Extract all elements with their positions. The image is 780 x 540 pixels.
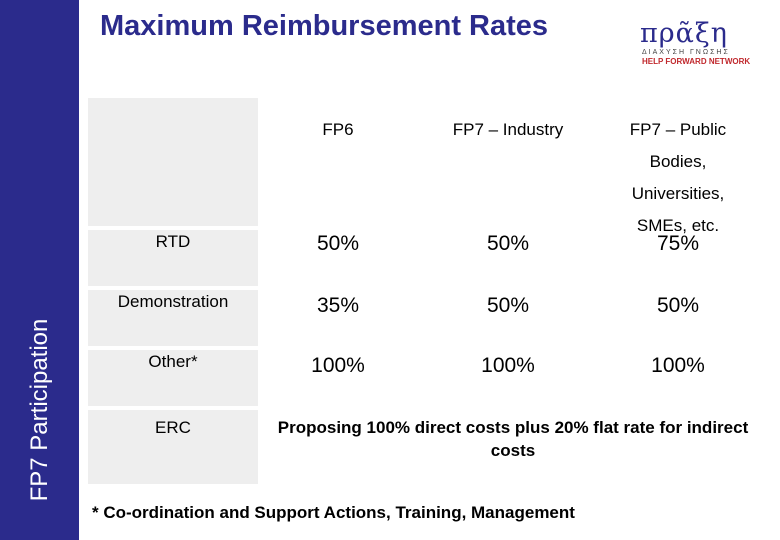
sidebar-bar: FP7 Participation <box>0 0 79 540</box>
other-fp7-industry-value: 100% <box>481 354 535 377</box>
row-label-bg-other <box>88 350 258 406</box>
row-label-bg-demonstration <box>88 290 258 346</box>
demonstration-fp6-value: 35% <box>316 294 360 317</box>
page-title: Maximum Reimbursement Rates <box>100 10 549 42</box>
row-label-other: Other* <box>148 352 198 371</box>
logo-tagline: HELP FORWARD NETWORK <box>642 57 751 66</box>
row-label-bg-erc <box>88 410 258 484</box>
column-header-fp6: FP6 <box>322 120 354 139</box>
row-label-demonstration: Demonstration <box>117 292 229 311</box>
rates-table: FP6 FP7 – Industry FP7 – Public Bodies, … <box>88 98 768 484</box>
rtd-fp6-value: 50% <box>316 232 360 255</box>
row-label-bg-rtd <box>88 230 258 286</box>
table-header-corner <box>88 98 258 226</box>
demonstration-fp7-industry-value: 50% <box>486 294 530 317</box>
footnote: * Co-ordination and Support Actions, Tra… <box>92 503 575 522</box>
sidebar-label: FP7 Participation <box>26 318 53 502</box>
other-fp7-public-value: 100% <box>651 354 705 377</box>
row-label-erc: ERC <box>155 418 191 437</box>
column-header-fp7-industry: FP7 – Industry <box>452 120 564 139</box>
rtd-fp7-industry-value: 50% <box>486 232 530 255</box>
row-label-rtd: RTD <box>155 232 191 251</box>
logo-wordmark: πρᾶξη <box>640 18 728 49</box>
other-fp6-value: 100% <box>311 354 365 377</box>
erc-note: Proposing 100% direct costs plus 20% fla… <box>277 418 749 460</box>
rtd-fp7-public-value: 75% <box>656 232 700 255</box>
column-header-fp7-public: FP7 – Public Bodies, Universities, SMEs,… <box>629 120 727 235</box>
demonstration-fp7-public-value: 50% <box>656 294 700 317</box>
logo-subtitle: ΔΙΑΧΥΣΗ ΓΝΩΣΗΣ <box>642 49 730 56</box>
logo: πρᾶξη ΔΙΑΧΥΣΗ ΓΝΩΣΗΣ HELP FORWARD NETWOR… <box>640 20 768 66</box>
